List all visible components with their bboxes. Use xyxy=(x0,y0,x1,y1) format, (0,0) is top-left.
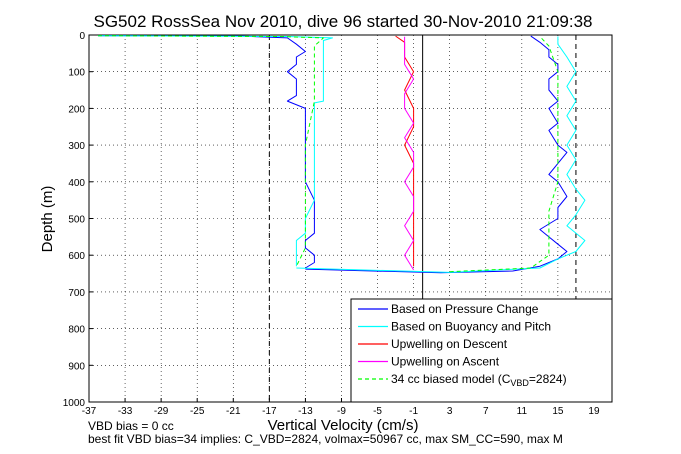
x-tick-label: -1 xyxy=(409,406,418,417)
x-tick-label: 3 xyxy=(447,406,453,417)
legend-label: Upwelling on Ascent xyxy=(391,355,500,369)
y-tick-label: 300 xyxy=(68,141,85,152)
y-tick-label: 600 xyxy=(68,251,85,262)
y-tick-label: 100 xyxy=(68,68,85,79)
legend-label: Based on Pressure Change xyxy=(391,302,539,316)
x-tick-label: -9 xyxy=(337,406,346,417)
best-fit-note: best fit VBD bias=34 implies: C_VBD=2824… xyxy=(88,432,563,446)
legend-items: Based on Pressure Change Based on Buoyanc… xyxy=(358,302,567,388)
x-tick-label: -25 xyxy=(190,406,205,417)
series-4-ascent-line xyxy=(449,36,559,273)
y-tick-label: 400 xyxy=(68,178,85,189)
series-3-ascent-line xyxy=(404,36,415,271)
y-tick-label: 900 xyxy=(68,361,85,372)
legend-box xyxy=(350,298,613,403)
x-tick-label: -29 xyxy=(154,406,169,417)
series-4-descent-line xyxy=(97,35,324,267)
legend-label: Upwelling on Descent xyxy=(391,337,508,351)
y-tick-label: 1000 xyxy=(63,398,86,409)
y-axis-label: Depth (m) xyxy=(39,186,56,253)
x-tick-label: 15 xyxy=(552,406,564,417)
series-1-ascent-line xyxy=(296,36,586,273)
x-tick-label: -5 xyxy=(373,406,382,417)
y-tick-label: 200 xyxy=(68,104,85,115)
x-tick-label: 19 xyxy=(588,406,600,417)
legend: Based on Pressure Change Based on Buoyanc… xyxy=(350,298,613,403)
series-layer xyxy=(97,35,586,274)
y-tick-label: 800 xyxy=(68,325,85,336)
series-0-descent-line xyxy=(97,35,315,269)
legend-label: 34 cc biased model (CVBD=2824) xyxy=(391,372,567,388)
x-axis-ticks: -37 -33 -29 -25 -21 -17 -13 -9 -5 -1 3 7 11 15 19 xyxy=(82,398,600,417)
x-tick-label: -37 xyxy=(82,406,97,417)
x-tick-label: -33 xyxy=(118,406,133,417)
vbd-bias-note: VBD bias = 0 cc xyxy=(88,419,174,433)
series-2-descent-line xyxy=(395,35,415,267)
x-tick-label: -13 xyxy=(298,406,313,417)
x-tick-label: 11 xyxy=(517,406,528,417)
legend-label: Based on Buoyancy and Pitch xyxy=(391,320,551,334)
y-tick-label: 0 xyxy=(79,31,85,42)
y-tick-label: 700 xyxy=(68,288,85,299)
x-tick-label: -21 xyxy=(226,406,241,417)
x-axis-label: Vertical Velocity (cm/s) xyxy=(268,417,419,434)
x-tick-label: -17 xyxy=(262,406,277,417)
chart-title: SG502 RossSea Nov 2010, dive 96 started … xyxy=(94,12,593,31)
x-tick-label: 7 xyxy=(483,406,489,417)
y-axis-ticks: 0 100 200 300 400 500 600 700 800 900 1000 xyxy=(63,31,93,409)
y-tick-label: 500 xyxy=(68,215,85,226)
